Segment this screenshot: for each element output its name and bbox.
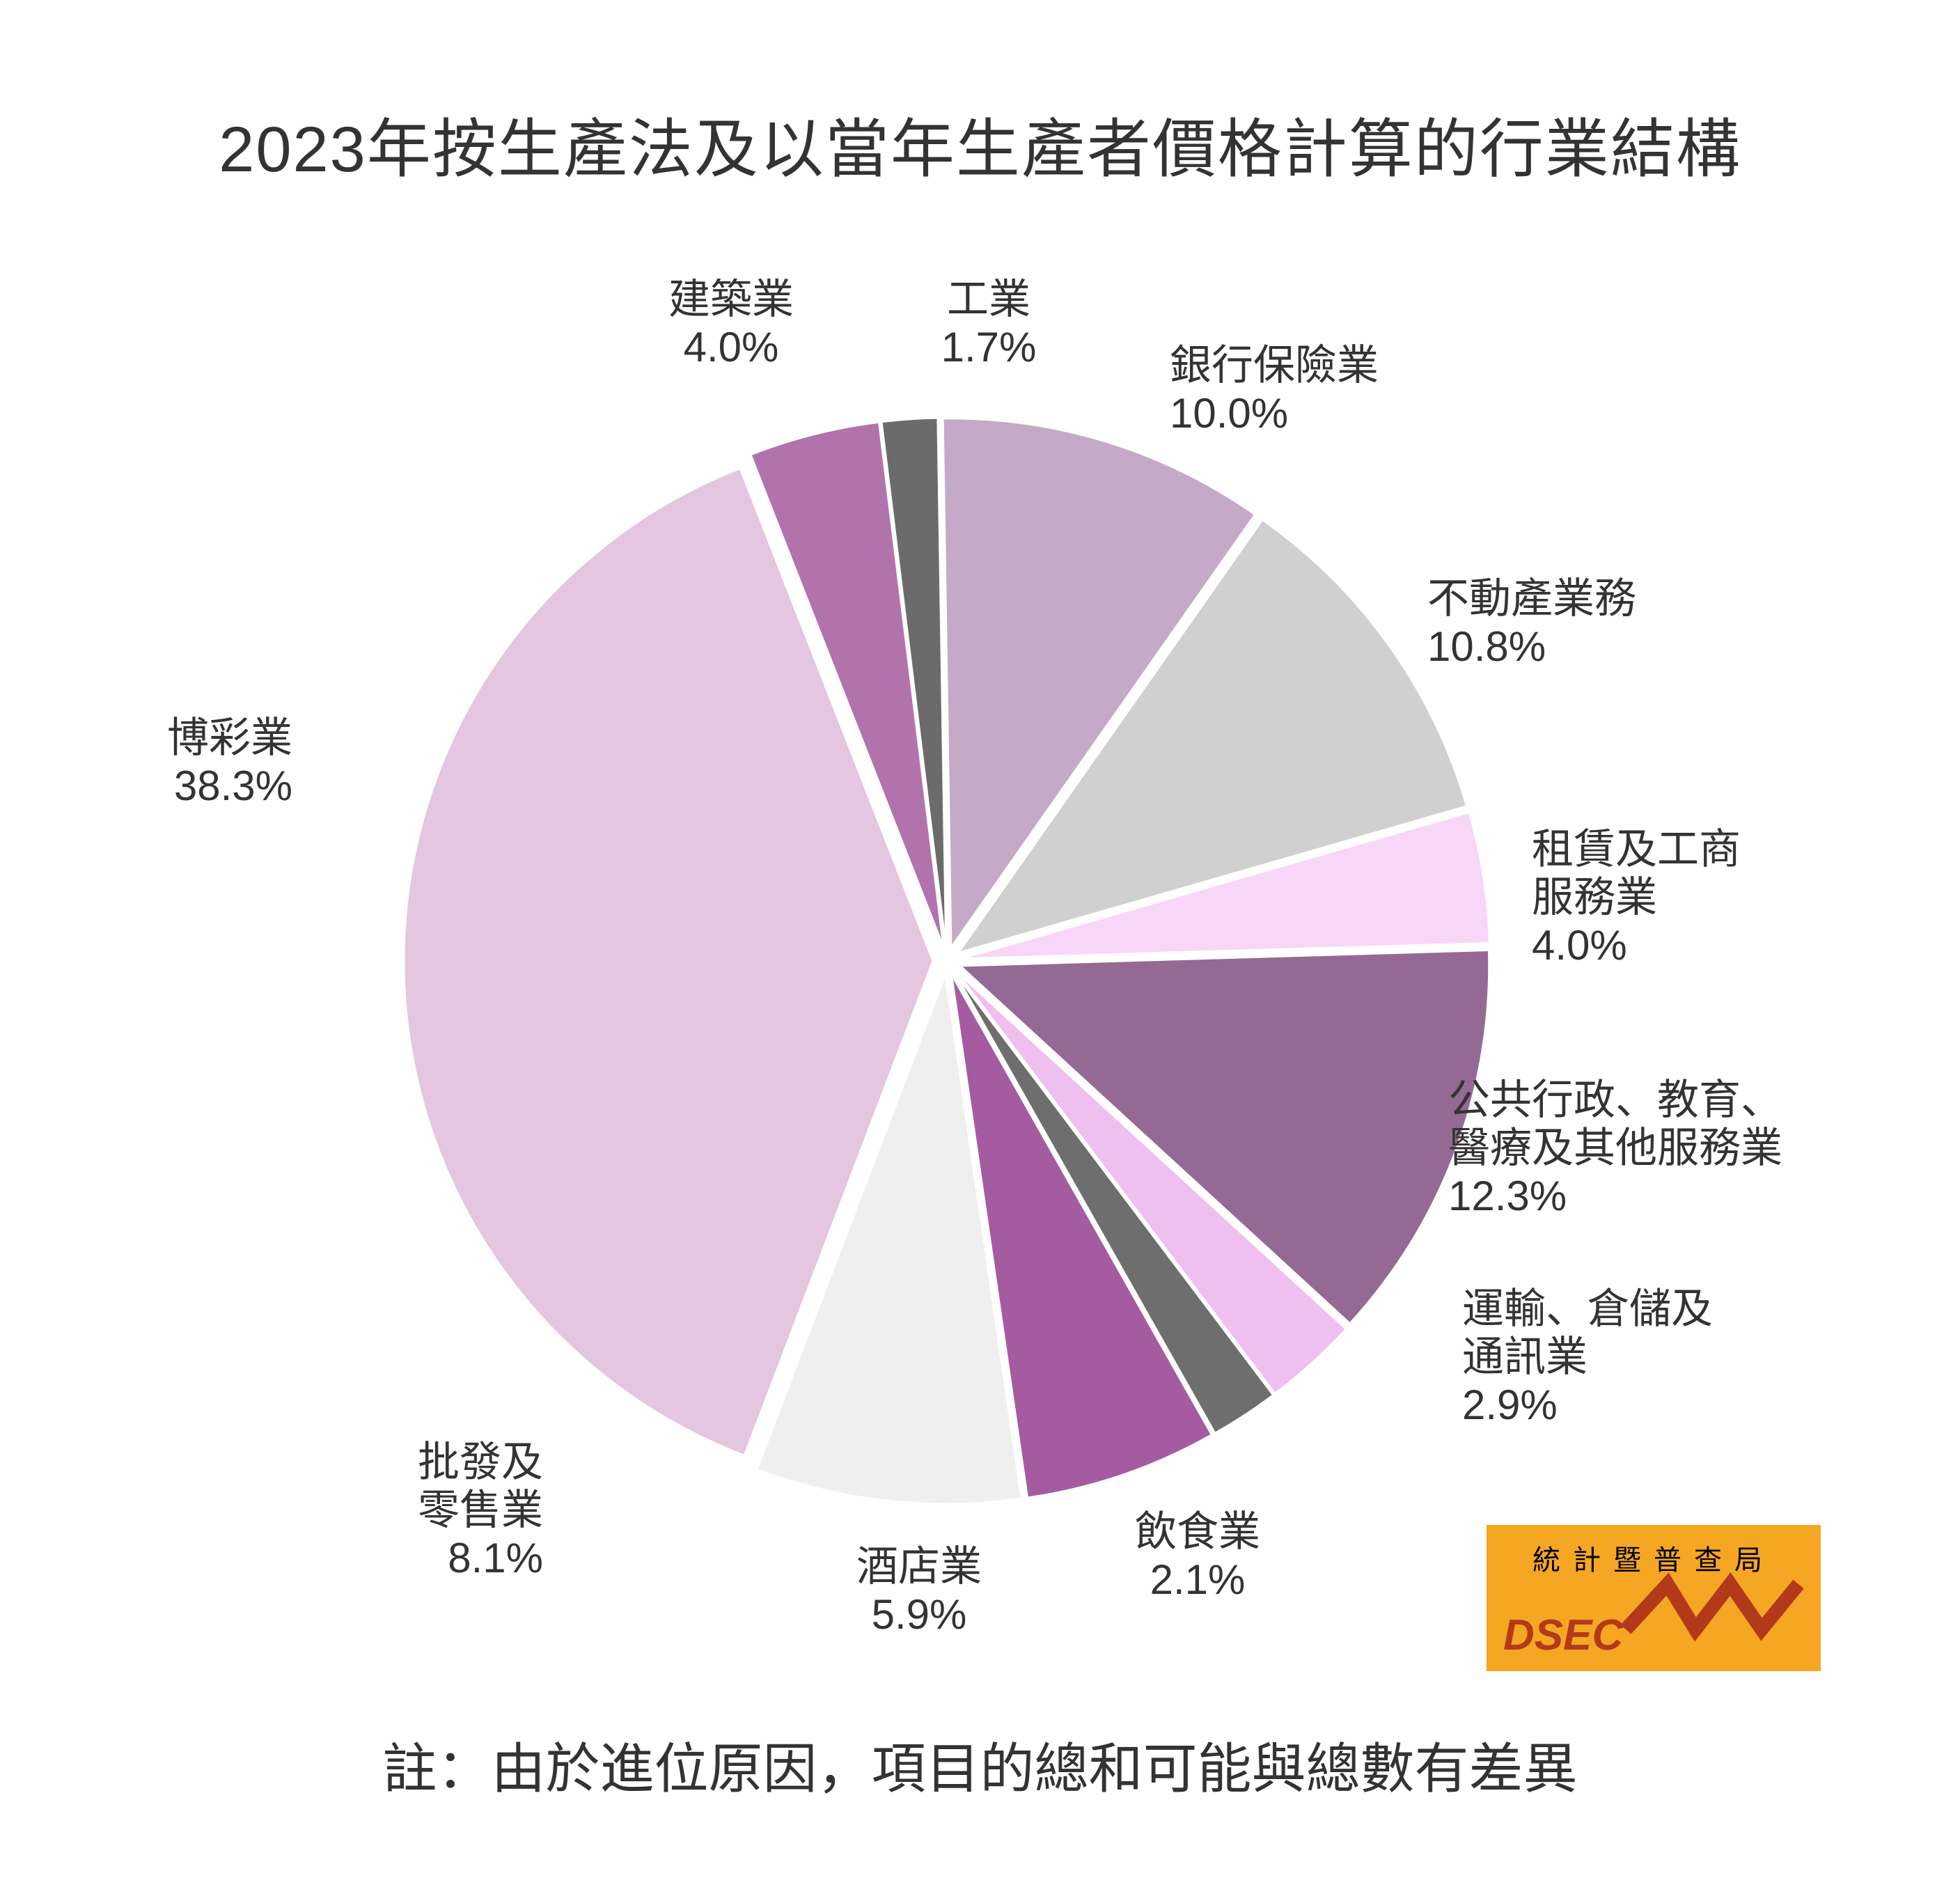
slice-label: 租賃及工商服務業4.0% [1532,826,1741,969]
slice-label: 運輸、倉儲及通訊業2.9% [1462,1285,1713,1428]
slice-label: 銀行保險業10.0% [1170,342,1379,437]
logo-en-text: DSEC [1503,1611,1623,1660]
slice-label: 工業1.7% [941,279,1037,370]
slice-label: 飲食業2.1% [1135,1508,1260,1603]
pie-svg: 工業1.7% 銀行保險業10.0% 不動產業務10.8% 租賃及工商服務業4.0% 公共… [0,279,1960,1643]
slice-label: 不動產業務10.8% [1427,575,1636,670]
slice-label: 建築業4.0% [668,279,794,370]
chart-title: 2023年按生產法及以當年生產者價格計算的行業結構 [0,97,1960,190]
slice-label: 酒店業5.9% [856,1543,982,1638]
slice-label: 博彩業38.3% [167,714,292,809]
slice-label: 公共行政、教育、醫療及其他服務業12.3% [1448,1077,1782,1219]
slice-label: 批發及零售業8.1% [418,1439,543,1581]
dsec-logo: 統計暨普查局 DSEC [1487,1525,1821,1671]
page: 2023年按生產法及以當年生產者價格計算的行業結構 工業1.7% 銀行保險業10.… [0,0,1960,1894]
chart-footnote: 註：由於進位原因，項目的總和可能與總數有差異 [0,1725,1960,1803]
pie-chart: 工業1.7% 銀行保險業10.0% 不動產業務10.8% 租賃及工商服務業4.0% 公共… [0,279,1960,1602]
